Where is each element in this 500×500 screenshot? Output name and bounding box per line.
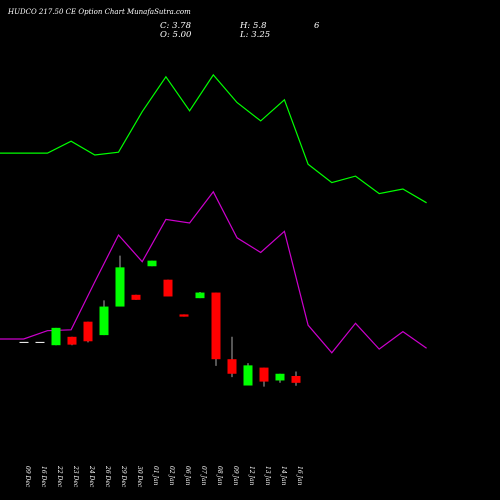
candle — [179, 314, 189, 317]
candle-body-up — [147, 260, 157, 267]
x-tick-label: 14 Jan — [280, 466, 287, 486]
x-tick-label: 22 Dec — [56, 465, 63, 488]
x-tick-label: 23 Dec — [72, 465, 79, 488]
x-tick-label: 01 Jan — [152, 466, 159, 486]
upper-indicator-line — [0, 73, 427, 204]
x-tick-label: 16 Dec — [40, 466, 47, 488]
x-tick-label: 29 Dec — [120, 465, 127, 488]
candle — [115, 255, 125, 307]
x-tick-label: 09 Jan — [232, 466, 239, 486]
x-tick-label: 07 Jan — [200, 466, 207, 486]
candle-body-up — [51, 327, 61, 346]
low-value: L: 3.25 — [240, 30, 271, 40]
x-tick-label: 30 Dec — [136, 466, 143, 488]
candle — [67, 336, 77, 346]
x-tick-label: 26 Dec — [104, 465, 111, 488]
lower-indicator-line — [0, 190, 427, 354]
candle — [291, 371, 301, 386]
candle — [211, 292, 221, 366]
volume-value: 6 — [314, 21, 320, 31]
candle — [163, 279, 173, 297]
x-tick-label: 09 Dec — [24, 466, 31, 488]
candle-body-down — [163, 279, 173, 297]
x-tick-label: 13 Jan — [264, 466, 271, 486]
candle-body-up — [115, 267, 125, 307]
x-tick-label: 12 Jan — [248, 466, 255, 486]
candle — [259, 367, 269, 387]
high-value: H: 5.8 — [240, 21, 267, 31]
candle-body-up — [243, 365, 253, 386]
candle — [51, 327, 61, 346]
x-tick-label: 16 Jan — [296, 466, 303, 486]
candle — [131, 294, 141, 300]
candle — [83, 321, 93, 343]
chart-title: HUDCO 217.50 CE Option Chart MunafaSutra… — [8, 8, 191, 16]
open-value: O: 5.00 — [160, 30, 192, 40]
candle-body-down — [227, 359, 237, 374]
x-tick-label: 02 Jan — [168, 466, 175, 486]
candle-body-down — [259, 367, 269, 382]
candle-body-down — [83, 321, 93, 342]
candle-body-up — [99, 306, 109, 336]
candle-body-down — [291, 376, 301, 383]
candle-body-down — [211, 292, 221, 360]
candle — [275, 373, 285, 383]
close-value: C: 3.78 — [160, 21, 191, 31]
candle — [99, 300, 109, 336]
candle — [243, 363, 253, 386]
x-tick-label: 06 Jan — [184, 466, 191, 486]
candle-body-down — [179, 314, 189, 317]
candle-body-up — [275, 373, 285, 381]
candle — [147, 260, 157, 267]
candle-body-up — [195, 292, 205, 299]
candle-body-down — [131, 294, 141, 300]
x-tick-label: 24 Dec — [88, 465, 95, 488]
candle — [195, 292, 205, 299]
x-tick-label: 08 Jan — [216, 466, 223, 486]
candle — [227, 336, 237, 378]
candle-body-down — [67, 336, 77, 345]
